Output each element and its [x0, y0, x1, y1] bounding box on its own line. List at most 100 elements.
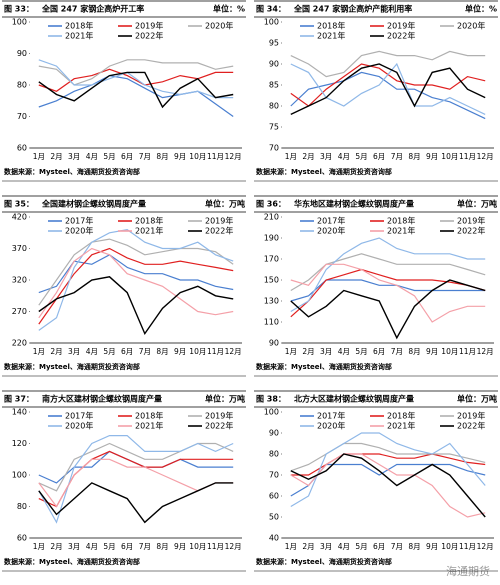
x-tick-label: 4月: [338, 542, 350, 551]
x-tick-label: 7月: [139, 347, 151, 356]
y-tick-label: 270: [12, 307, 27, 316]
x-tick-label: 9月: [426, 542, 438, 551]
x-tick-label: 12月: [477, 542, 494, 551]
legend-label: 2018年: [387, 411, 415, 421]
x-tick-label: 1月: [33, 152, 45, 161]
unit-label: 单位：万吨: [205, 199, 245, 209]
y-tick-label: 40: [269, 534, 279, 543]
legend-label: 2022年: [135, 31, 163, 41]
series-line: [290, 442, 486, 472]
y-tick-label: 85: [269, 81, 279, 90]
x-tick-label: 7月: [391, 152, 403, 161]
chart-title: 全国建材钢企螺纹钢周度产量: [41, 199, 146, 209]
source-note: 数据来源：Mysteel、海通期货投资咨询部: [256, 557, 392, 566]
source-note: 数据来源：Mysteel、海通期货投资咨询部: [4, 362, 140, 371]
series-line: [290, 432, 486, 508]
x-tick-label: 1月: [33, 542, 45, 551]
series-line: [38, 247, 234, 325]
x-tick-label: 4月: [338, 152, 350, 161]
series-line: [290, 63, 486, 116]
chart-panel: 图 38： 北方大区建材钢企螺纹钢周度产量 单位：万吨 40 50 60 70 80 90 100…: [254, 390, 498, 572]
x-tick-label: 7月: [139, 152, 151, 161]
legend-label: 2020年: [317, 226, 345, 236]
legend-label: 2022年: [457, 226, 485, 236]
x-tick-label: 9月: [174, 152, 186, 161]
y-tick-label: 100: [264, 18, 279, 27]
x-tick-label: 6月: [121, 347, 133, 356]
x-tick-label: 2月: [50, 347, 62, 356]
chart-panel: 图 33： 全国 247 家钢企高炉开工率 单位：% 60 70 80 90 100 1月 2月 3…: [2, 0, 246, 182]
legend-label: 2018年: [135, 411, 163, 421]
x-tick-label: 11月: [459, 542, 476, 551]
x-tick-label: 9月: [426, 347, 438, 356]
legend-label: 2018年: [387, 216, 415, 226]
x-tick-label: 11月: [207, 152, 224, 161]
legend-label: 2020年: [205, 21, 233, 31]
chart-panel: 图 36： 华东地区建材钢企螺纹钢周度产量 单位：万吨 90 110 130 150 170 1…: [254, 195, 498, 377]
legend-label: 2021年: [387, 421, 415, 431]
series-line: [290, 453, 486, 518]
x-tick-label: 3月: [320, 542, 332, 551]
y-tick-label: 210: [264, 213, 279, 222]
x-tick-label: 2月: [50, 152, 62, 161]
series-line: [38, 68, 234, 92]
legend-label: 2018年: [65, 21, 93, 31]
legend-label: 2021年: [317, 31, 345, 41]
y-tick-label: 80: [17, 502, 27, 511]
y-tick-label: 90: [269, 339, 279, 348]
x-tick-label: 10月: [441, 152, 458, 161]
series-line: [38, 450, 234, 508]
legend-label: 2017年: [317, 411, 345, 421]
x-tick-label: 8月: [408, 152, 420, 161]
x-tick-label: 5月: [103, 152, 115, 161]
legend-label: 2018年: [135, 216, 163, 226]
legend-label: 2022年: [387, 31, 415, 41]
unit-label: 单位：%: [465, 4, 497, 14]
legend-label: 2020年: [65, 226, 93, 236]
legend-label: 2018年: [317, 21, 345, 31]
unit-label: 单位：万吨: [457, 199, 497, 209]
figure-label: 图 37：: [4, 395, 34, 404]
x-tick-label: 9月: [174, 542, 186, 551]
y-tick-label: 130: [264, 297, 279, 306]
x-tick-label: 2月: [302, 347, 314, 356]
series-line: [38, 228, 234, 331]
legend-label: 2022年: [205, 226, 233, 236]
x-tick-label: 9月: [174, 347, 186, 356]
legend-label: 2019年: [387, 21, 415, 31]
unit-label: 单位：万吨: [205, 394, 245, 404]
chart-panel: 图 37： 南方大区建材钢企螺纹钢周度产量 单位：万吨 60 80 100 120 140 1月…: [2, 390, 246, 572]
x-tick-label: 10月: [189, 542, 206, 551]
legend-label: 2021年: [135, 226, 163, 236]
y-tick-label: 120: [12, 439, 27, 448]
unit-label: 单位：万吨: [457, 394, 497, 404]
x-tick-label: 1月: [285, 542, 297, 551]
x-tick-label: 12月: [477, 347, 494, 356]
x-tick-label: 6月: [373, 152, 385, 161]
legend-label: 2019年: [457, 411, 485, 421]
chart-title: 华东地区建材钢企螺纹钢周度产量: [294, 199, 414, 209]
x-tick-label: 5月: [355, 542, 367, 551]
x-tick-label: 12月: [225, 542, 242, 551]
legend-label: 2017年: [65, 216, 93, 226]
x-tick-label: 5月: [103, 347, 115, 356]
legend-label: 2022年: [205, 421, 233, 431]
legend-label: 2020年: [457, 21, 485, 31]
y-tick-label: 90: [17, 49, 27, 58]
x-tick-label: 8月: [156, 347, 168, 356]
chart-panel: 图 34： 全国 247 家钢企高炉产能利用率 单位：% 70 75 80 85 90 95 10…: [254, 0, 498, 182]
source-note: 数据来源：Mysteel、海通期货投资咨询部: [4, 167, 140, 176]
chart-title: 北方大区建材钢企螺纹钢周度产量: [294, 394, 414, 404]
series-line: [290, 263, 486, 323]
x-tick-label: 10月: [189, 152, 206, 161]
x-tick-label: 8月: [408, 347, 420, 356]
legend-label: 2019年: [205, 411, 233, 421]
x-tick-label: 1月: [285, 347, 297, 356]
series-line: [38, 238, 234, 306]
x-tick-label: 12月: [225, 152, 242, 161]
x-tick-label: 4月: [338, 347, 350, 356]
series-line: [38, 435, 234, 524]
x-tick-label: 5月: [355, 152, 367, 161]
x-tick-label: 7月: [391, 347, 403, 356]
legend-label: 2022年: [457, 421, 485, 431]
